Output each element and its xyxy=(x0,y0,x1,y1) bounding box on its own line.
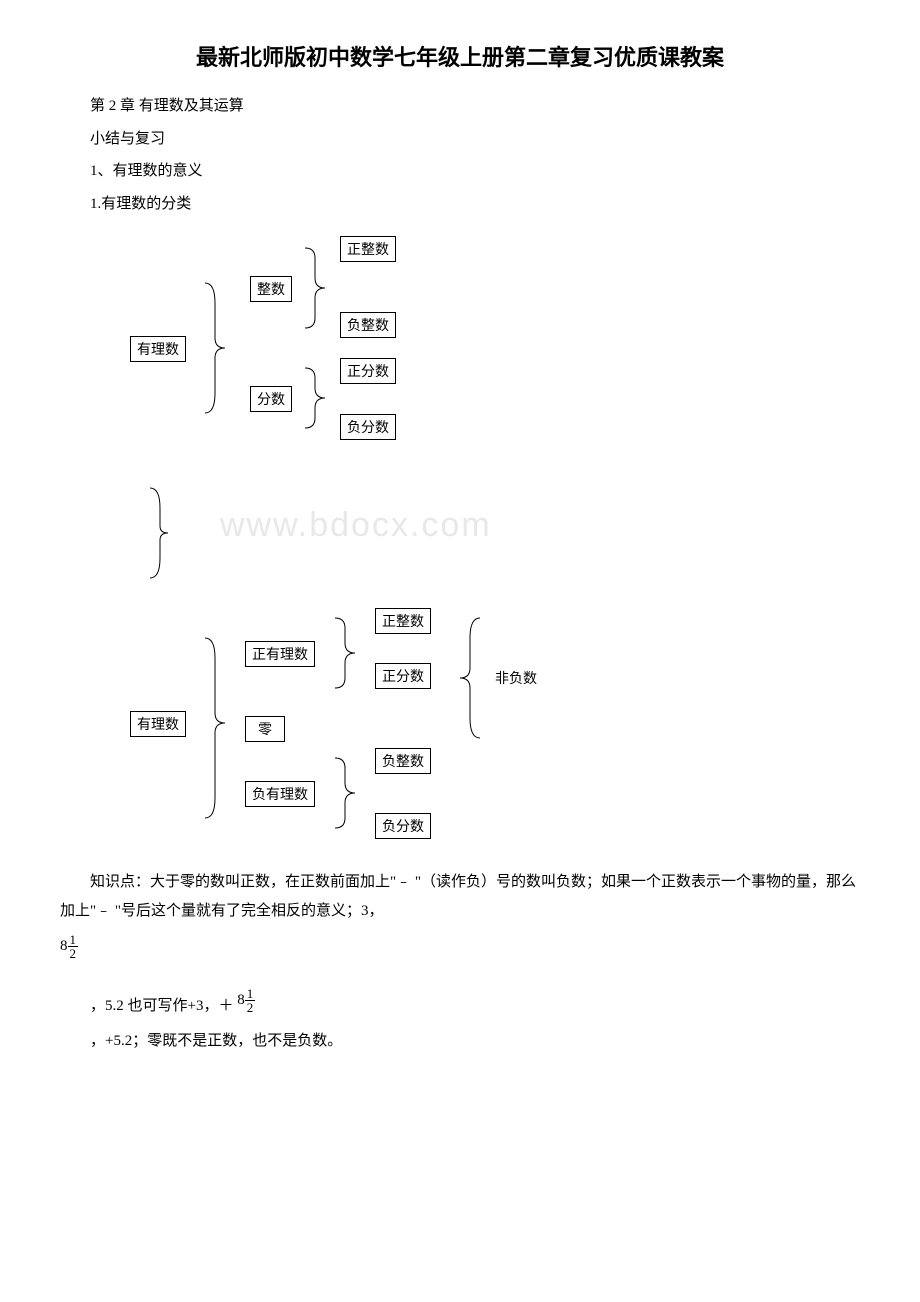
line-section1-1: 1.有理数的分类 xyxy=(60,190,860,219)
node-rational: 有理数 xyxy=(130,336,186,362)
node2-pos-fraction: 正分数 xyxy=(375,663,431,689)
node-fraction: 分数 xyxy=(250,386,292,412)
node2-neg-integer: 负整数 xyxy=(375,748,431,774)
line-summary: 小结与复习 xyxy=(60,125,860,154)
node-neg-fraction: 负分数 xyxy=(340,414,396,440)
knowledge-paragraph: 知识点：大于零的数叫正数，在正数前面加上"﹣ "（读作负）号的数叫负数；如果一个… xyxy=(60,868,860,925)
para2-line: ，5.2 也可写作+3，＋ 812 xyxy=(90,986,860,1021)
page-title: 最新北师版初中数学七年级上册第二章复习优质课教案 xyxy=(60,40,860,72)
line-section1: 1、有理数的意义 xyxy=(60,157,860,186)
node2-neg-rational: 负有理数 xyxy=(245,781,315,807)
fraction-8-1-2-a: 812 xyxy=(60,933,860,960)
node-integer: 整数 xyxy=(250,276,292,302)
empty-brace-block: www.bdocx.com xyxy=(120,478,860,588)
node-neg-integer: 负整数 xyxy=(340,312,396,338)
classification-diagram-2: 有理数 正有理数 零 负有理数 正整数 正分数 负整数 负分数 非负数 xyxy=(120,598,860,858)
node-pos-fraction: 正分数 xyxy=(340,358,396,384)
para3-line: ，+5.2；零既不是正数，也不是负数。 xyxy=(90,1027,860,1056)
para1-text: 知识点：大于零的数叫正数，在正数前面加上"﹣ "（读作负）号的数叫负数；如果一个… xyxy=(60,874,856,919)
node2-neg-fraction: 负分数 xyxy=(375,813,431,839)
line-chapter: 第 2 章 有理数及其运算 xyxy=(60,92,860,121)
para2-text: ，5.2 也可写作+3，＋ xyxy=(90,998,233,1014)
fraction-8-1-2-b: 812 xyxy=(237,992,255,1008)
node2-pos-integer: 正整数 xyxy=(375,608,431,634)
node2-pos-rational: 正有理数 xyxy=(245,641,315,667)
node2-rational: 有理数 xyxy=(130,711,186,737)
node2-zero: 零 xyxy=(245,716,285,742)
classification-diagram-1: 有理数 整数 分数 正整数 负整数 正分数 负分数 xyxy=(120,228,860,468)
node-pos-integer: 正整数 xyxy=(340,236,396,262)
